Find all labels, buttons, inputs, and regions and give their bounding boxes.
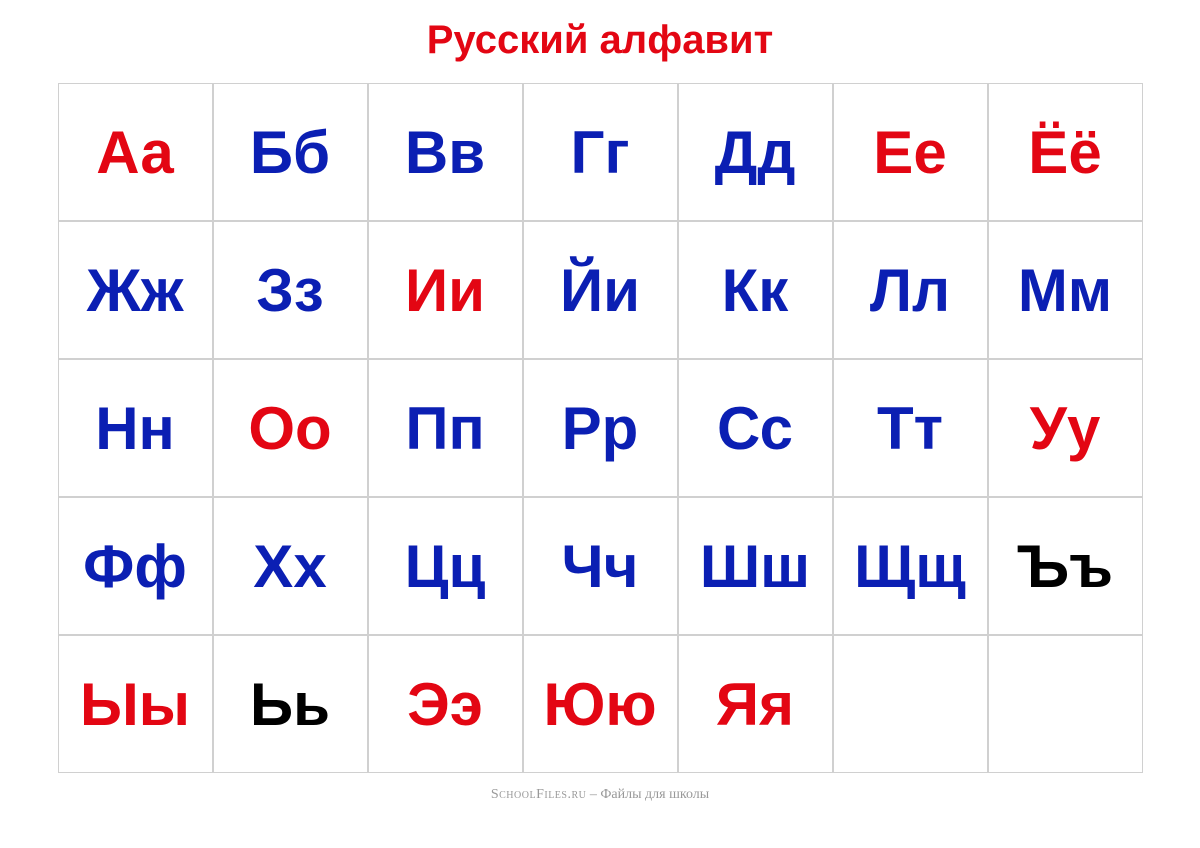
letter-cell: Нн — [58, 359, 213, 497]
letter-cell: Ъъ — [988, 497, 1143, 635]
letter-cell: Лл — [833, 221, 988, 359]
letter-cell: Юю — [523, 635, 678, 773]
footer-brand: SchoolFiles.ru — [491, 787, 587, 802]
letter-cell: Шш — [678, 497, 833, 635]
letter-cell: Аа — [58, 83, 213, 221]
letter-cell: Яя — [678, 635, 833, 773]
letter-cell: Ыы — [58, 635, 213, 773]
letter-cell — [988, 635, 1143, 773]
letter-cell: Ее — [833, 83, 988, 221]
letter-cell: Дд — [678, 83, 833, 221]
letter-cell: Ии — [368, 221, 523, 359]
letter-cell: Рр — [523, 359, 678, 497]
letter-cell: Ьь — [213, 635, 368, 773]
page-title: Русский алфавит — [427, 18, 773, 63]
letter-cell: Щщ — [833, 497, 988, 635]
footer-tagline: – Файлы для школы — [586, 787, 709, 802]
letter-cell: Вв — [368, 83, 523, 221]
letter-cell: Оо — [213, 359, 368, 497]
letter-cell: Сс — [678, 359, 833, 497]
letter-cell: Ёё — [988, 83, 1143, 221]
letter-cell: Гг — [523, 83, 678, 221]
letter-cell — [833, 635, 988, 773]
letter-cell: Мм — [988, 221, 1143, 359]
letter-cell: Йи — [523, 221, 678, 359]
letter-cell: Уу — [988, 359, 1143, 497]
letter-cell: Ээ — [368, 635, 523, 773]
letter-cell: Зз — [213, 221, 368, 359]
footer: SchoolFiles.ru – Файлы для школы — [491, 787, 709, 803]
letter-cell: Пп — [368, 359, 523, 497]
letter-cell: Фф — [58, 497, 213, 635]
letter-cell: Тт — [833, 359, 988, 497]
letter-cell: Чч — [523, 497, 678, 635]
alphabet-grid: АаБбВвГгДдЕеЁё ЖжЗзИиЙиКкЛлМм НнОоПпРрСсТт… — [58, 83, 1143, 773]
letter-cell: Хх — [213, 497, 368, 635]
letter-cell: Цц — [368, 497, 523, 635]
letter-cell: Кк — [678, 221, 833, 359]
letter-cell: Жж — [58, 221, 213, 359]
letter-cell: Бб — [213, 83, 368, 221]
